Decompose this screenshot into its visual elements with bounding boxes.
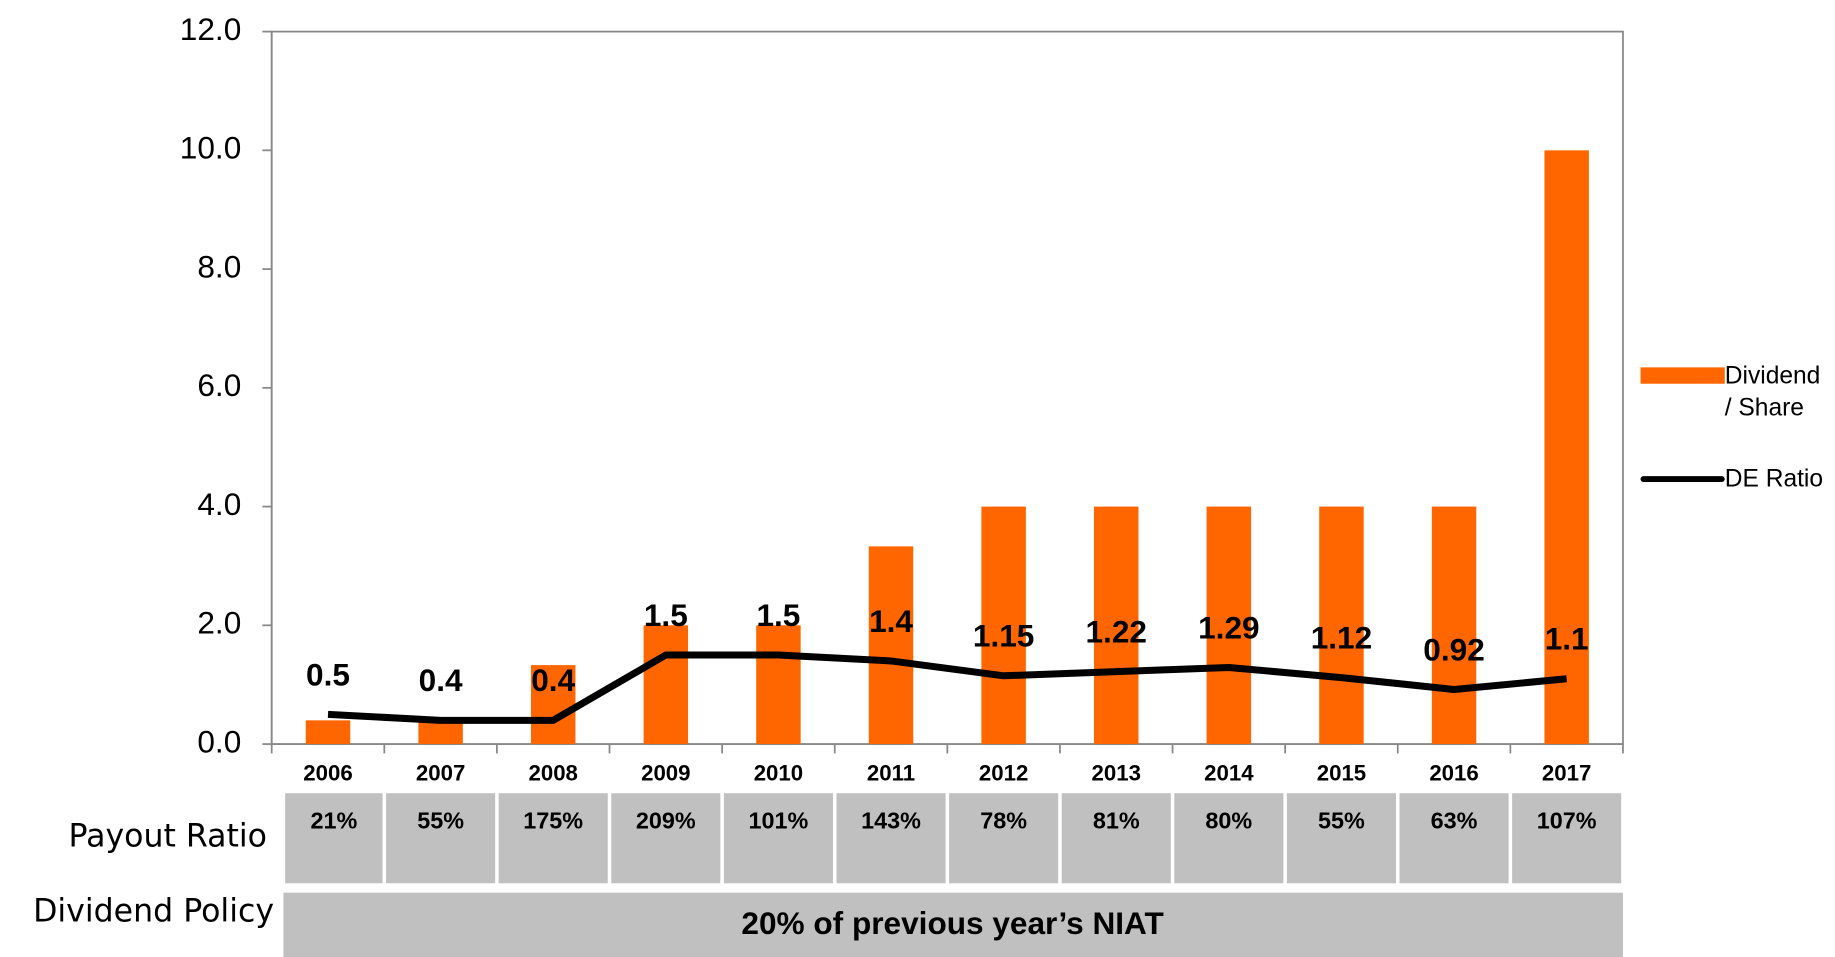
data-label: 0.4	[419, 662, 463, 698]
y-tick-label: 10.0	[180, 130, 241, 166]
y-tick-label: 0.0	[197, 723, 241, 759]
data-label: 1.22	[1086, 614, 1147, 650]
legend-box: Dividend / Share DE Ratio	[1640, 360, 1835, 495]
plot-frame	[270, 30, 1624, 745]
policy-cell	[283, 892, 1623, 957]
table-cell	[1399, 793, 1509, 884]
legend-text: Dividend / Share	[1724, 362, 1821, 422]
x-tick-label: 2008	[528, 760, 577, 785]
data-label: 1.5	[756, 597, 800, 633]
bar	[868, 546, 914, 745]
x-tick-label: 2016	[1429, 760, 1478, 785]
legend-item: DE Ratio	[1640, 463, 1835, 495]
legend-text: DE Ratio	[1724, 465, 1824, 493]
table-cell	[285, 793, 383, 884]
data-label: 0.5	[306, 656, 350, 692]
x-tick-label: 2013	[1092, 760, 1141, 785]
table-cell-text: 78%	[980, 808, 1027, 834]
table-cell	[1512, 793, 1622, 884]
y-tick-label: 12.0	[180, 11, 241, 47]
data-label: 1.1	[1545, 621, 1589, 657]
bar	[1094, 506, 1139, 745]
table-cell	[1286, 793, 1396, 884]
table-cell-text: 101%	[749, 808, 809, 834]
table-cell	[386, 793, 496, 884]
x-tick-label: 2012	[979, 760, 1028, 785]
table-cell-text: 209%	[636, 808, 696, 834]
legend-item: Dividend / Share	[1640, 360, 1835, 423]
data-label: 1.4	[869, 603, 913, 639]
legend-swatch	[1640, 476, 1725, 483]
x-tick-label: 2007	[416, 760, 465, 785]
table-cell-text: 81%	[1093, 808, 1140, 834]
x-tick-label: 2015	[1317, 760, 1366, 785]
table-cell-text: 21%	[310, 808, 357, 834]
data-label: 1.12	[1311, 619, 1372, 655]
x-tick-label: 2009	[641, 760, 690, 785]
data-label: 0.4	[531, 662, 575, 698]
table-cell-text: 143%	[861, 808, 921, 834]
y-tick-label: 6.0	[197, 367, 241, 403]
x-tick-label: 2010	[754, 760, 803, 785]
table-cell-text: 80%	[1205, 808, 1252, 834]
legend: Dividend / Share DE Ratio	[1640, 360, 1835, 495]
table-cell	[836, 793, 946, 884]
line	[327, 651, 1567, 724]
data-label: 1.29	[1198, 609, 1259, 645]
x-tick-label: 2006	[303, 760, 352, 785]
table-cell	[723, 793, 833, 884]
bar	[1431, 506, 1477, 745]
data-label: 1.15	[973, 618, 1034, 654]
policy-text: 20% of previous year’s NIAT	[741, 905, 1163, 941]
table-cell-text: 55%	[1318, 808, 1365, 834]
x-tick-label: 2011	[867, 760, 915, 785]
table-cell	[949, 793, 1059, 884]
bar	[1206, 506, 1252, 745]
table-cell-text: 175%	[523, 808, 583, 834]
table-cell	[1061, 793, 1171, 884]
bar	[1319, 506, 1364, 745]
table-cell	[1174, 793, 1284, 884]
bar	[530, 665, 576, 745]
data-label: 0.92	[1423, 631, 1484, 667]
x-tick-label: 2017	[1542, 760, 1591, 785]
bar	[418, 720, 463, 745]
bar	[756, 625, 801, 745]
y-tick-label: 4.0	[197, 486, 241, 522]
bar	[981, 506, 1026, 745]
y-tick-label: 2.0	[197, 605, 241, 641]
row-label: Payout Ratio	[69, 819, 268, 855]
bar	[305, 720, 351, 745]
y-tick-label: 8.0	[197, 248, 241, 284]
bar	[643, 625, 689, 745]
bar	[1544, 150, 1589, 745]
legend-swatch	[1640, 367, 1725, 384]
table-cell-text: 107%	[1537, 808, 1597, 834]
table-cell-text: 63%	[1431, 808, 1478, 834]
table-cell	[611, 793, 721, 884]
row-label: Dividend Policy	[33, 894, 274, 930]
table-cell	[498, 793, 608, 884]
table-cell-text: 55%	[417, 808, 464, 834]
data-label: 1.5	[644, 597, 688, 633]
x-tick-label: 2014	[1204, 760, 1254, 785]
